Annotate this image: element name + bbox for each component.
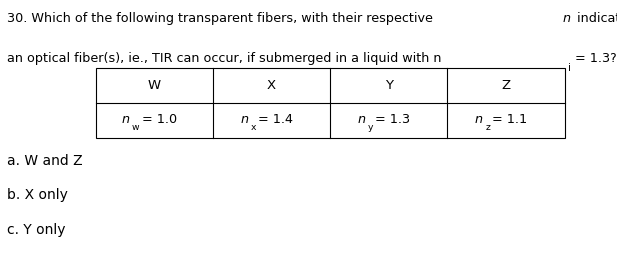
Text: = 1.3?: = 1.3? — [575, 52, 616, 66]
Text: y: y — [368, 123, 373, 132]
Text: Z: Z — [502, 79, 510, 92]
Text: n: n — [475, 113, 483, 126]
Text: i: i — [568, 63, 571, 73]
Text: n: n — [357, 113, 365, 126]
Bar — [96, 68, 565, 138]
Text: x: x — [251, 123, 256, 132]
Text: an optical fiber(s), ie., TIR can occur, if submerged in a liquid with n: an optical fiber(s), ie., TIR can occur,… — [7, 52, 442, 66]
Text: n: n — [240, 113, 248, 126]
Text: = 1.0: = 1.0 — [142, 113, 177, 126]
Text: W: W — [147, 79, 161, 92]
Text: X: X — [267, 79, 276, 92]
Text: 30. Which of the following transparent fibers, with their respective: 30. Which of the following transparent f… — [7, 12, 437, 25]
Text: Y: Y — [385, 79, 392, 92]
Text: n: n — [122, 113, 130, 126]
Text: c. Y only: c. Y only — [7, 223, 66, 237]
Text: = 1.1: = 1.1 — [492, 113, 527, 126]
Text: n: n — [562, 12, 570, 25]
Text: = 1.4: = 1.4 — [258, 113, 292, 126]
Text: w: w — [132, 123, 139, 132]
Text: indicated, can be used as: indicated, can be used as — [573, 12, 617, 25]
Text: a. W and Z: a. W and Z — [7, 154, 83, 168]
Text: = 1.3: = 1.3 — [375, 113, 410, 126]
Text: b. X only: b. X only — [7, 188, 68, 202]
Text: z: z — [486, 123, 491, 132]
